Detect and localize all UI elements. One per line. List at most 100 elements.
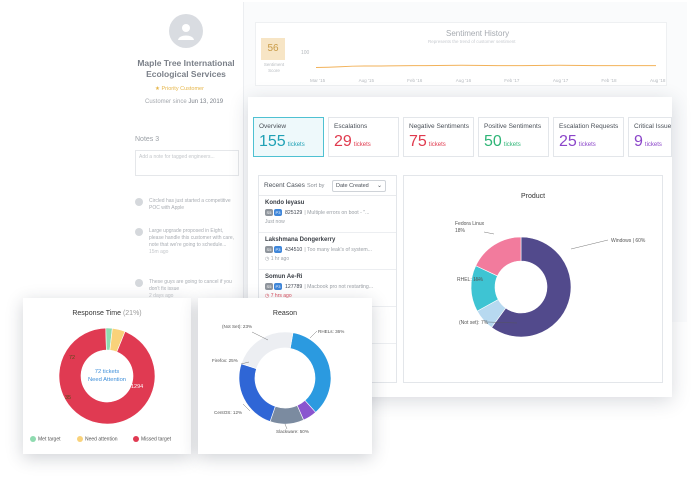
severity-badge: S5 — [265, 246, 273, 253]
product-title: Product — [520, 193, 546, 200]
tab-escalations[interactable]: Escalations 29 tickets — [328, 117, 399, 157]
avatar — [169, 14, 203, 48]
leader-line — [251, 331, 269, 341]
customer-since-label: Customer since — [145, 99, 187, 105]
recent-cases-title: Recent Cases — [264, 182, 305, 189]
tab-negative-sentiments[interactable]: Negative Sentiments 75 tickets — [403, 117, 474, 157]
legend-missed-target: Missed target — [133, 436, 171, 442]
sort-value: Date Created — [336, 183, 369, 189]
product-label-not-set: (Not set): 7% — [459, 320, 489, 326]
x-tick-label: Feb '16 — [407, 78, 423, 83]
sentiment-title: Sentiment History — [446, 29, 510, 38]
table-row[interactable]: Lakshmana Dongerkerry S5 P3 434510 | Too man… — [259, 233, 396, 270]
tab-overview[interactable]: Overview 155 tickets — [253, 117, 324, 157]
stat-value-row: 75 tickets — [409, 133, 468, 151]
sentiment-score: 56 — [261, 38, 285, 60]
product-slice-windows[interactable] — [491, 236, 572, 338]
stat-value: 75 — [409, 133, 427, 150]
stat-label: Overview — [259, 123, 287, 130]
stat-value: 155 — [259, 133, 286, 150]
case-time-text: Just now — [265, 219, 285, 225]
product-chart: Product Windows | 60% (Not set): 7% RHEL: … — [403, 175, 663, 383]
product-slice-fedora-linux[interactable] — [475, 236, 522, 277]
stat-label: Escalations — [334, 123, 368, 130]
sentiment-subtitle: Represents the trend of customer sentime… — [428, 39, 516, 44]
reason-title: Reason — [272, 310, 298, 317]
case-time: ◷ 1 hr ago — [265, 256, 390, 262]
note-text: These guys are going to cancel if you do… — [149, 279, 237, 300]
customer-since: Customer since Jun 13, 2019 — [145, 99, 223, 105]
note-author-avatar — [135, 198, 143, 206]
customer-name-line2: Ecological Services — [146, 69, 226, 79]
legend-need-attention: Need attention — [77, 436, 118, 442]
stat-value-row: 9 tickets — [634, 133, 666, 151]
legend-met-target: Met target — [30, 436, 61, 442]
leader-line — [284, 423, 288, 430]
severity-badge: S5 — [265, 209, 273, 216]
y-tick-label: 100 — [301, 50, 310, 56]
chevron-down-icon: ⌄ — [376, 183, 382, 189]
notes-label: Notes — [135, 136, 154, 143]
response-time-title: Response Time (21%) — [23, 310, 191, 317]
case-rows: Kondo Ieyasu S5 P3 825129 | Multiple errors … — [259, 196, 396, 307]
response-slice-need-attention[interactable] — [109, 327, 126, 353]
notes-count: 3 — [155, 136, 160, 143]
notes-input[interactable]: Add a note for tagged engineers... — [135, 150, 239, 176]
stat-unit: tickets — [428, 142, 446, 148]
leader-line — [240, 361, 250, 365]
response-value-missed-target: 1294 — [131, 384, 143, 390]
sentiment-history-chart: Sentiment History Represents the trend o… — [255, 22, 667, 86]
user-icon — [178, 24, 194, 40]
tab-critical-issues[interactable]: Critical Issues 9 tickets — [628, 117, 672, 157]
legend-label: Need attention — [85, 436, 118, 443]
case-id: 127789 — [285, 284, 303, 290]
note-time: 15m ago — [149, 249, 169, 255]
tab-escalation-requests[interactable]: Escalation Requests 25 tickets — [553, 117, 624, 157]
stat-unit: tickets — [578, 142, 596, 148]
priority-badge: P3 — [274, 246, 282, 253]
note-time: 2 days ago — [149, 293, 174, 299]
customer-sidebar: Maple Tree International Ecological Serv… — [127, 2, 244, 322]
stat-label: Escalation Requests — [559, 123, 619, 130]
stat-value-row: 50 tickets — [484, 133, 543, 151]
case-id: 825129 — [285, 210, 303, 216]
customer-name: Maple Tree International Ecological Serv… — [131, 58, 241, 80]
reason-slice-firefox[interactable] — [238, 363, 276, 422]
x-tick-label: Aug '18 — [650, 78, 666, 83]
priority-badge: P3 — [274, 283, 282, 290]
case-customer-name: Kondo Ieyasu — [265, 200, 305, 206]
recent-cases-header: Recent Cases Sort by Date Created ⌄ — [259, 176, 396, 196]
product-donut — [470, 231, 609, 338]
leader-line — [242, 403, 251, 412]
x-tick-label: Aug '15 — [359, 78, 375, 83]
legend-label: Met target — [38, 436, 61, 443]
sentiment-series-line — [315, 64, 656, 69]
priority-badge-label: Priority Customer — [161, 86, 204, 92]
reason-slice-centos[interactable] — [269, 405, 305, 425]
x-tick-label: Aug '16 — [456, 78, 472, 83]
response-slice-missed-target[interactable] — [58, 327, 156, 425]
reason-slice-rhels[interactable] — [289, 332, 332, 413]
response-value-need-attention: 72 — [69, 355, 75, 361]
reason-slice-not-set[interactable] — [240, 331, 294, 370]
legend-dot — [133, 436, 139, 442]
case-time-text: 1 hr ago — [270, 256, 290, 262]
stat-value: 25 — [559, 133, 577, 150]
legend-dot — [77, 436, 83, 442]
stat-value-row: 155 tickets — [259, 133, 318, 151]
stat-value: 50 — [484, 133, 502, 150]
response-value-met-target: 35 — [65, 395, 71, 401]
case-summary: S5 P3 434510 | Too many leak's of system... — [265, 246, 390, 253]
table-row[interactable]: Kondo Ieyasu S5 P3 825129 | Multiple errors … — [259, 196, 396, 233]
leader-line — [473, 278, 481, 281]
stat-label: Positive Sentiments — [484, 123, 542, 130]
sort-select[interactable]: Date Created ⌄ — [332, 180, 386, 192]
stat-value: 9 — [634, 133, 643, 150]
case-customer-name: Somun Ae-Ri — [265, 274, 303, 280]
tab-positive-sentiments[interactable]: Positive Sentiments 50 tickets — [478, 117, 549, 157]
product-label-fedora-linux: Fedora Linux 18% — [455, 221, 485, 234]
note-text: Large upgrade proposed in Eight, please … — [149, 228, 237, 256]
response-time-title-text: Response Time — [72, 310, 121, 317]
reason-label-centos: CentOS: 12% — [214, 410, 243, 415]
leader-line — [570, 239, 609, 250]
